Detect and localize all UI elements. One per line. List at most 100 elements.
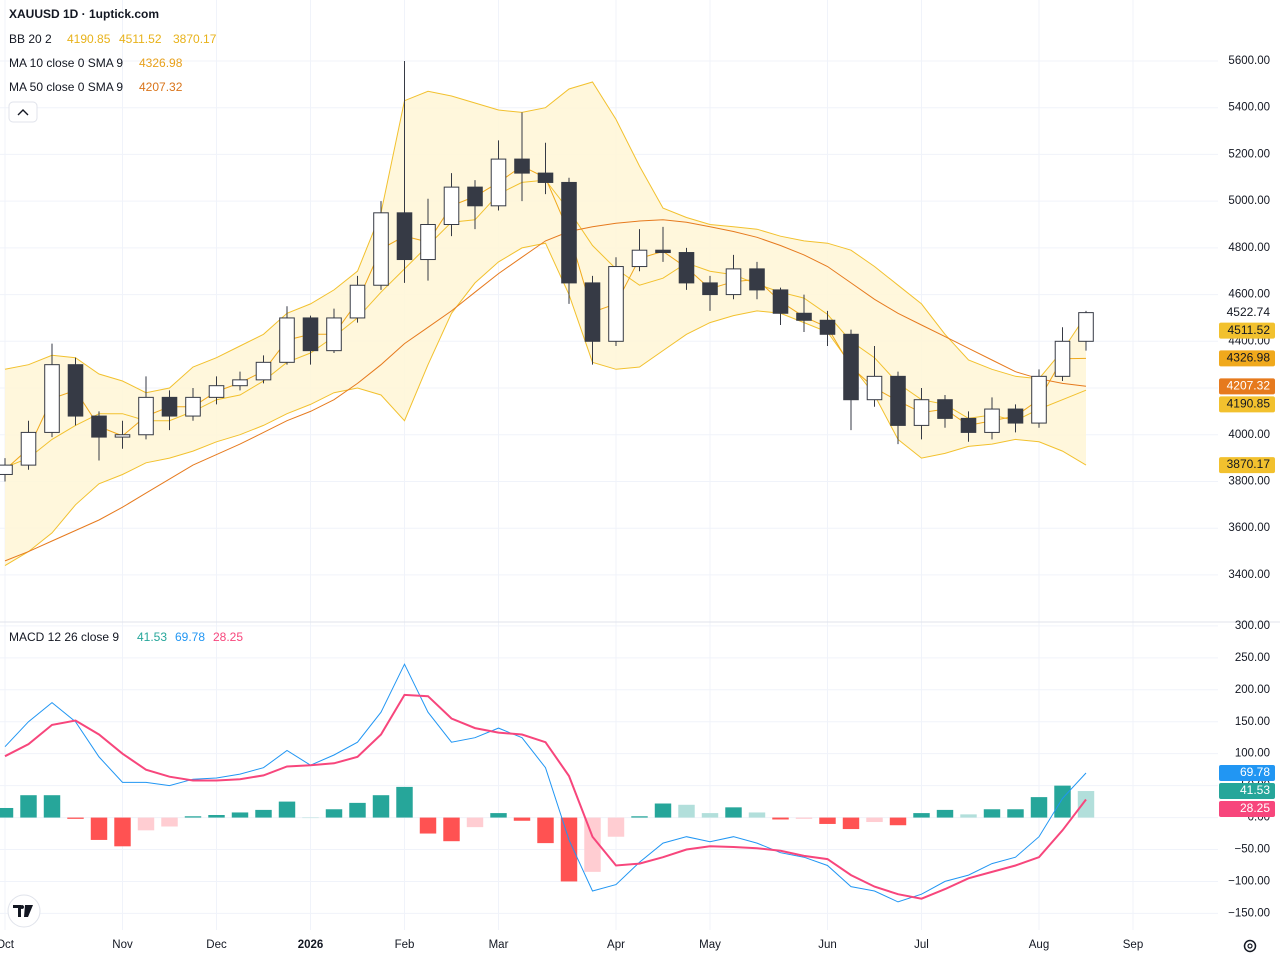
candle-body <box>44 364 60 433</box>
candle-body <box>91 415 107 438</box>
legend-value: 4190.85 <box>67 32 111 46</box>
x-tick-label: Jun <box>818 939 837 951</box>
settings-gear-hub[interactable] <box>1247 943 1253 949</box>
candle-body <box>584 282 601 342</box>
macd-histogram-bar <box>936 809 954 818</box>
macd-histogram-bar <box>114 817 131 847</box>
candle-body <box>255 361 272 381</box>
legend-value: 4326.98 <box>139 56 183 70</box>
macd-histogram-bar <box>537 817 554 844</box>
price-tag-box <box>1219 378 1275 395</box>
logo-mark[interactable] <box>13 905 33 917</box>
candle-body <box>1031 375 1047 424</box>
macd-line <box>4 663 1087 903</box>
y-tick-label: 3800.00 <box>1228 476 1270 488</box>
macd-histogram-bar <box>443 817 460 842</box>
candle-body <box>443 186 460 225</box>
legend-label: MACD 12 26 close 9 <box>9 630 119 644</box>
macd-histogram-bar <box>1054 785 1071 818</box>
macd-histogram-bar <box>654 803 672 818</box>
candle-body <box>655 249 671 254</box>
price-tag-label: 28.25 <box>1240 801 1270 815</box>
candle-body <box>984 408 1000 433</box>
price-tag-label: 4190.85 <box>1227 396 1271 410</box>
macd-histogram-bar <box>278 801 296 818</box>
macd-histogram-bar <box>208 815 225 818</box>
candle-body <box>396 212 413 261</box>
candle-body <box>114 434 131 438</box>
y-tick-label: −50.00 <box>1235 844 1271 856</box>
y-tick-label: 3600.00 <box>1228 522 1270 534</box>
y-tick-label: 100.00 <box>1235 748 1270 760</box>
candle-body <box>514 158 530 174</box>
macd-histogram-bar <box>842 817 860 830</box>
ma-line <box>4 219 1087 562</box>
price-tag-box <box>1219 457 1275 474</box>
price-tag-label: 4326.98 <box>1227 351 1271 365</box>
macd-histogram-bar <box>396 786 413 818</box>
chart-title: XAUUSD 1D · 1uptick.com <box>9 7 159 21</box>
y-tick-label: 200.00 <box>1235 684 1270 696</box>
price-tag-label: 4522.74 <box>1227 305 1271 319</box>
settings-gear[interactable] <box>1243 939 1257 953</box>
legend-label: MA 50 close 0 SMA 9 <box>9 80 123 94</box>
x-tick-label: Jul <box>914 939 929 951</box>
x-tick-label: Sep <box>1123 939 1143 951</box>
candle-body <box>890 375 906 426</box>
candle-body <box>937 399 953 419</box>
candle-body <box>1007 408 1024 424</box>
macd-histogram-bar <box>889 817 907 826</box>
candle-body <box>161 396 178 417</box>
candle-body <box>960 417 977 433</box>
x-tick-label: Apr <box>607 939 625 951</box>
x-tick-label: Feb <box>395 939 415 951</box>
candle-body <box>1054 340 1071 377</box>
candle-body <box>232 379 248 387</box>
collapse-button[interactable] <box>8 101 38 123</box>
candle-body <box>373 212 389 286</box>
macd-histogram-bar <box>466 817 484 828</box>
y-tick-label: 4000.00 <box>1228 429 1270 441</box>
macd-histogram-bar <box>302 817 319 819</box>
y-tick-label: −150.00 <box>1228 907 1270 919</box>
macd-histogram-bar <box>43 795 61 818</box>
macd-histogram-bar <box>701 813 719 818</box>
settings-button[interactable] <box>1243 939 1257 953</box>
macd-histogram-bar <box>607 817 625 837</box>
logo[interactable] <box>7 894 41 928</box>
macd-histogram-bar <box>90 817 108 840</box>
candle-body <box>467 186 483 207</box>
collapse-button-frame[interactable] <box>8 101 38 123</box>
macd-histogram-bar <box>631 816 648 818</box>
legend-value: 41.53 <box>137 630 167 644</box>
macd-histogram-bar <box>913 813 930 818</box>
macd-histogram-bar <box>231 812 249 818</box>
macd-histogram-bar <box>584 817 601 872</box>
y-tick-label: 5200.00 <box>1228 148 1270 160</box>
macd-histogram-bar <box>725 807 742 818</box>
candle-body <box>866 375 883 401</box>
candle-body <box>208 385 225 398</box>
candle-body <box>796 312 812 321</box>
legend-value: 69.78 <box>175 630 205 644</box>
price-tag-label: 41.53 <box>1240 783 1270 797</box>
price-tag-box <box>1219 783 1275 800</box>
macd-histogram-bar <box>490 813 507 818</box>
macd-histogram-bar <box>983 809 1001 818</box>
x-tick-label: Aug <box>1029 939 1049 951</box>
macd-histogram-bar <box>513 817 531 821</box>
y-tick-label: 250.00 <box>1235 652 1270 664</box>
price-tag-box <box>1219 322 1275 339</box>
macd-histogram-bar <box>748 812 766 818</box>
y-tick-label: −100.00 <box>1228 875 1270 887</box>
collapse-icon[interactable] <box>17 109 29 116</box>
macd-histogram-bar <box>795 817 813 819</box>
macd-histogram-bar <box>20 795 37 818</box>
macd-histogram-bar <box>349 802 366 818</box>
bb-lower <box>4 242 1087 567</box>
macd-histogram-bar <box>866 817 883 823</box>
logo-badge[interactable] <box>7 894 41 928</box>
macd-histogram-bar <box>678 804 695 818</box>
candle-body <box>185 396 201 417</box>
